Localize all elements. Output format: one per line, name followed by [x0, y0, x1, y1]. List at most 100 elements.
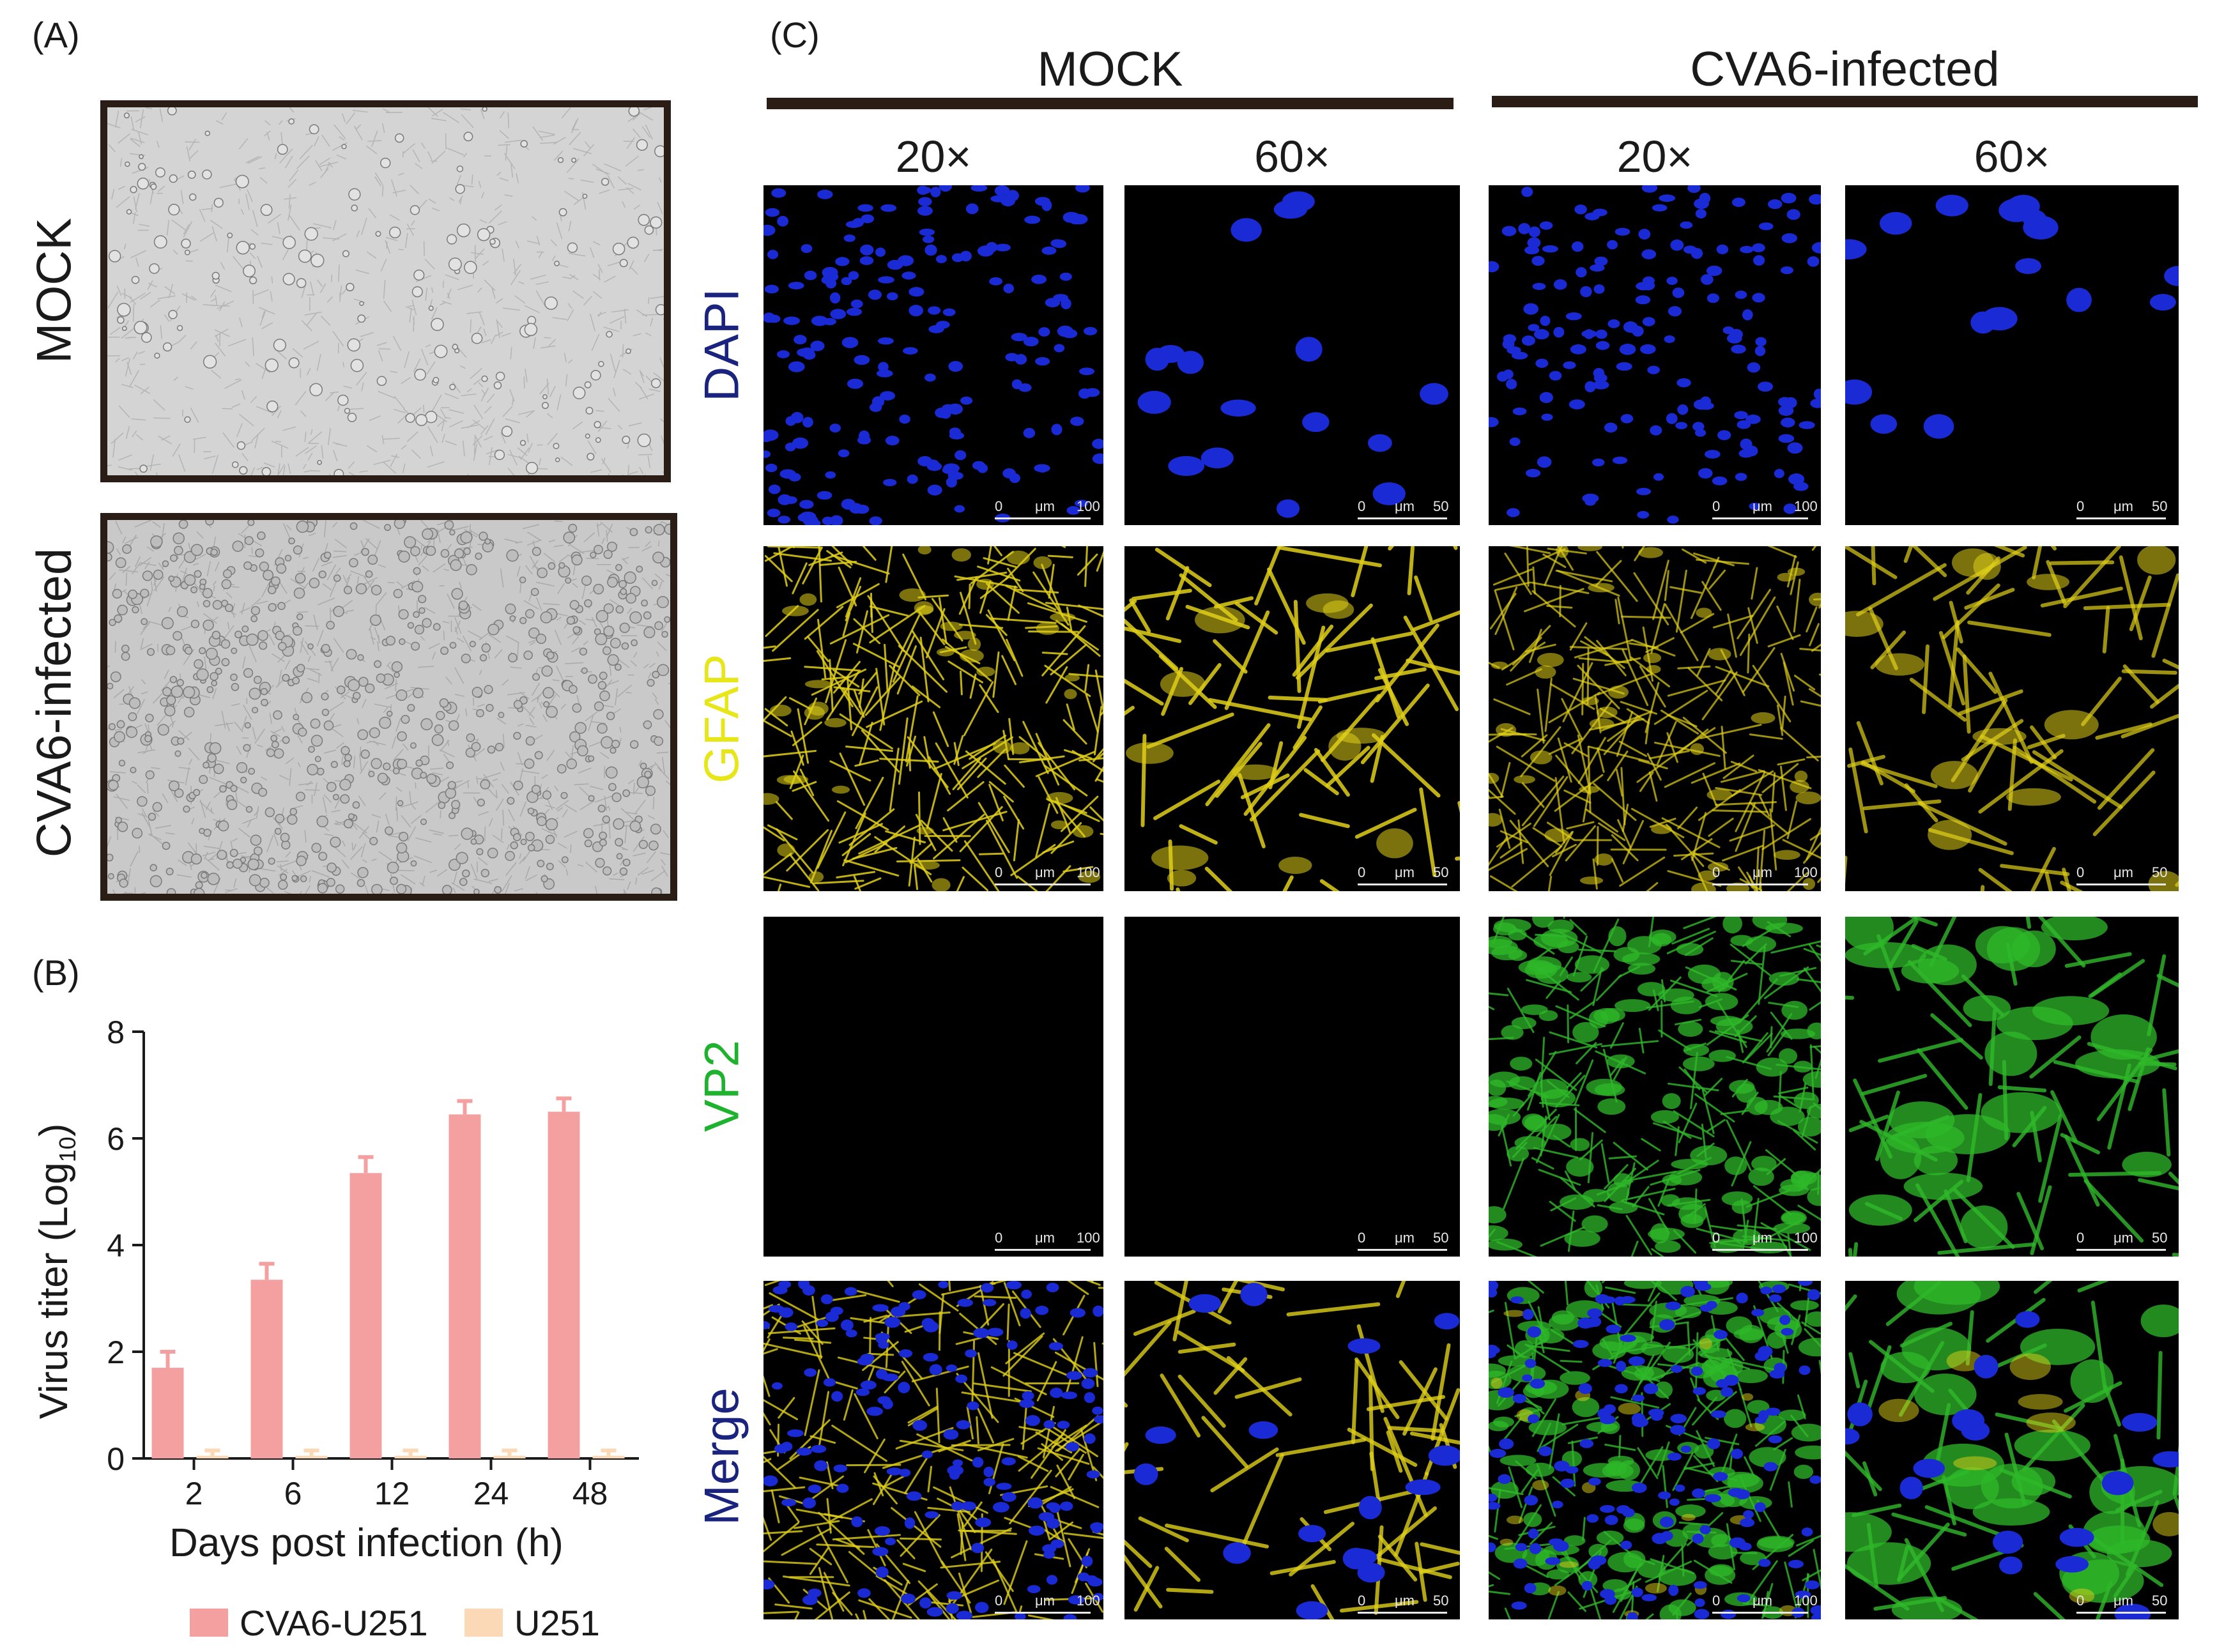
filament: [972, 1382, 1032, 1393]
cell-texture: [431, 151, 446, 164]
cell: [392, 767, 400, 775]
cell: [190, 586, 197, 593]
micrograph-vp2-mock-20x: 0 μm 100: [763, 917, 1103, 1257]
cell-texture: [258, 307, 275, 315]
cell: [640, 762, 647, 770]
nucleus: [1672, 287, 1685, 298]
cell: [579, 647, 588, 656]
filament: [1453, 546, 1458, 550]
filament: [1742, 647, 1776, 693]
nucleus: [804, 1368, 817, 1377]
cell-texture: [150, 299, 160, 308]
micrograph-dapi-infected-60x: 0 μm 50: [1845, 185, 2179, 525]
filament: [1093, 1342, 1099, 1388]
cell-body: [1705, 993, 1738, 1011]
cell-body: [1596, 707, 1618, 719]
nucleus: [1722, 326, 1735, 334]
cell-body: [1489, 939, 1518, 956]
cell-texture: [451, 526, 469, 532]
filament: [1862, 799, 1942, 811]
cell: [546, 651, 555, 660]
cell-body: [1546, 1569, 1570, 1580]
cell: [232, 540, 244, 552]
cell-texture: [591, 333, 600, 351]
cell-texture: [603, 326, 620, 332]
nucleus: [1781, 233, 1797, 243]
cell-texture: [261, 580, 272, 598]
cell: [414, 369, 426, 381]
cell-texture: [116, 793, 128, 809]
filament: [1213, 1357, 1248, 1395]
cell-texture: [544, 337, 551, 339]
nucleus: [772, 1382, 783, 1390]
cell: [507, 797, 515, 805]
nucleus: [1717, 430, 1731, 441]
filament: [1735, 802, 1756, 852]
filament: [1809, 623, 1820, 646]
cell: [296, 613, 303, 620]
cell-texture: [553, 137, 566, 145]
cell-body: [1050, 820, 1068, 830]
cell-texture: [525, 724, 537, 728]
filament: [1612, 1569, 1638, 1613]
cell: [597, 723, 608, 734]
filament: [1745, 1189, 1791, 1208]
filament: [1687, 1322, 1691, 1356]
cell-texture: [608, 806, 611, 811]
filament: [1721, 726, 1726, 770]
nucleus: [1057, 325, 1073, 337]
nucleus: [1783, 503, 1797, 514]
filament: [948, 1281, 951, 1292]
cell-texture: [622, 369, 632, 375]
filament: [1694, 1093, 1735, 1123]
filament: [1129, 598, 1151, 633]
cell: [637, 433, 651, 447]
cell-texture: [188, 758, 192, 765]
nucleus: [1523, 303, 1539, 315]
filament: [1731, 770, 1774, 797]
filament: [1007, 585, 1016, 622]
nucleus: [909, 287, 924, 297]
cell-texture: [206, 561, 211, 576]
cell-texture: [569, 132, 581, 146]
cell-texture: [567, 309, 574, 321]
nucleus: [1666, 277, 1678, 285]
cell: [486, 703, 494, 712]
filament: [1753, 1198, 1760, 1243]
cell-body: [1508, 949, 1528, 961]
nucleus: [2066, 287, 2092, 312]
cell: [204, 130, 210, 137]
cell-texture: [507, 454, 522, 459]
cell-texture: [609, 316, 625, 324]
cell: [107, 682, 114, 690]
cell-texture: [585, 711, 598, 722]
cell: [121, 652, 130, 661]
cell-texture: [139, 643, 153, 650]
nucleus: [1704, 450, 1721, 459]
nucleus: [1742, 309, 1753, 321]
cell: [653, 708, 664, 720]
cell: [625, 593, 636, 604]
cell: [451, 800, 461, 809]
nucleus: [852, 218, 864, 227]
filament: [976, 1416, 979, 1444]
nucleus: [1754, 346, 1766, 356]
cell: [277, 641, 287, 651]
filament: [1496, 822, 1531, 848]
filament: [1796, 978, 1821, 984]
filament: [1744, 1456, 1756, 1478]
cell: [654, 145, 664, 158]
nucleus: [1539, 392, 1553, 403]
cell-texture: [594, 795, 613, 803]
nucleus: [1434, 1313, 1460, 1330]
filament: [1799, 1082, 1807, 1113]
filament: [1569, 1000, 1595, 1020]
nucleus: [1569, 399, 1585, 409]
cell-texture: [339, 136, 345, 141]
cell-texture: [304, 830, 307, 843]
cell-texture: [167, 720, 176, 728]
filament: [792, 721, 822, 747]
cell-texture: [668, 682, 670, 684]
cell: [602, 815, 610, 823]
cell-body: [1963, 995, 2011, 1021]
